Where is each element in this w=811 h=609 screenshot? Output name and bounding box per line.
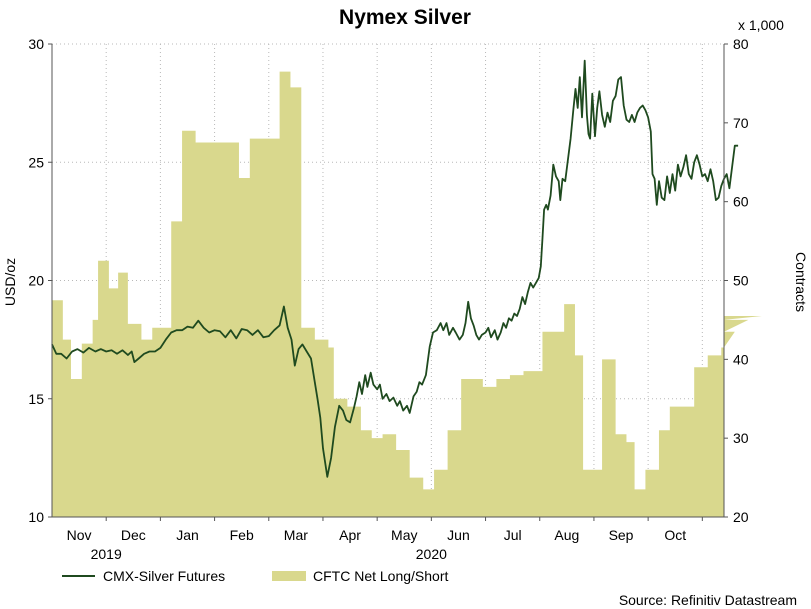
x-month-label: Oct [664,527,686,543]
right-tick-label: 30 [733,430,749,446]
left-tick-label: 20 [28,273,44,289]
x-month-label: Apr [339,527,361,543]
cftc-area [52,71,776,517]
x-month-label: Dec [121,527,146,543]
right-tick-label: 50 [733,273,749,289]
x-month-label: Jun [447,527,470,543]
left-axis-ticks: 10 15 20 25 30 [28,36,52,525]
x-month-label: Nov [67,527,92,543]
x-month-label: Jul [504,527,522,543]
right-tick-label: 40 [733,351,749,367]
left-tick-label: 25 [28,154,44,170]
x-axis-ticks: Nov Dec Jan Feb Mar Apr May Jun Jul Aug Sep Oct 2019… [67,517,703,562]
cftc-area-series [52,71,776,517]
x-month-label: Jan [176,527,199,543]
x-year-label: 2020 [416,546,447,562]
x-month-label: Mar [284,527,308,543]
right-axis-ticks: 20 30 40 50 60 70 80 [724,36,749,525]
legend: CMX-Silver Futures CFTC Net Long/Short [62,568,448,584]
x-month-label: Feb [230,527,254,543]
legend-label-silver: CMX-Silver Futures [103,568,225,584]
x-month-label: May [391,527,417,543]
x-year-label: 2019 [91,546,122,562]
right-axis-label: Contracts [793,252,809,312]
legend-area-swatch [272,571,306,581]
left-axis-label: USD/oz [2,258,18,306]
left-tick-label: 30 [28,36,44,52]
chart-title: Nymex Silver [339,6,471,29]
left-tick-label: 10 [28,509,44,525]
right-tick-label: 60 [733,194,749,210]
right-tick-label: 70 [733,115,749,131]
right-tick-label: 80 [733,36,749,52]
right-axis-multiplier: x 1,000 [738,17,784,33]
x-month-label: Sep [609,527,634,543]
silver-line [51,59,739,478]
legend-label-cftc: CFTC Net Long/Short [313,568,448,584]
x-month-label: Aug [554,527,579,543]
right-tick-label: 20 [733,509,749,525]
silver-line-series [51,59,739,478]
left-tick-label: 15 [28,391,44,407]
source-note: Source: Refinitiv Datastream [619,592,797,608]
